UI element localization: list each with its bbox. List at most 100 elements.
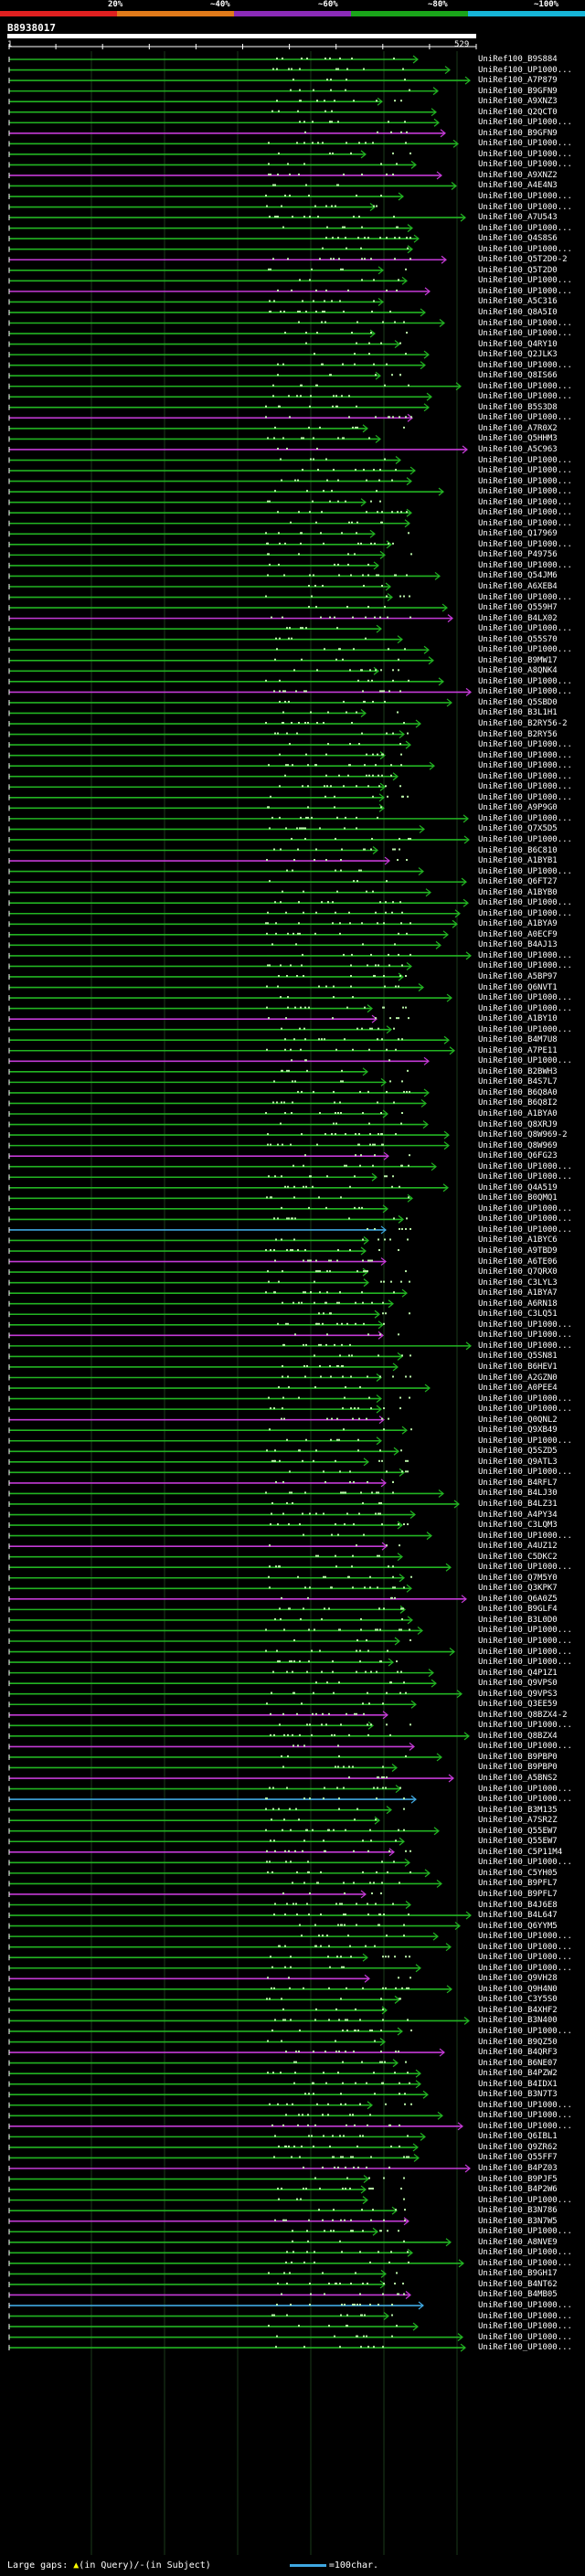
hit-link[interactable]: UniRef100_UP1000... [478,329,572,339]
hit-link[interactable]: UniRef100_A6RN18 [478,1299,558,1309]
hit-link[interactable]: UniRef100_A8QNK4 [478,666,558,676]
hit-link[interactable]: UniRef100_UP1000... [478,1468,572,1478]
hit-link[interactable]: UniRef100_UP1000... [478,476,572,486]
hit-link[interactable]: UniRef100_UP1000... [478,192,572,202]
hit-link[interactable]: UniRef100_Q9ZR62 [478,2142,558,2152]
hit-link[interactable]: UniRef100_A5BNS2 [478,1774,558,1784]
hit-link[interactable]: UniRef100_UP1000... [478,771,572,781]
hit-link[interactable]: UniRef100_UP1000... [478,2227,572,2237]
hit-link[interactable]: UniRef100_B9GH17 [478,2269,558,2279]
hit-link[interactable]: UniRef100_A5BP97 [478,971,558,981]
hit-link[interactable]: UniRef100_B9PFL7 [478,1889,558,1899]
hit-link[interactable]: UniRef100_UP1000... [478,223,572,233]
hit-link[interactable]: UniRef100_B5S3D8 [478,402,558,412]
hit-link[interactable]: UniRef100_A7P879 [478,76,558,86]
hit-link[interactable]: UniRef100_UP1000... [478,455,572,465]
hit-link[interactable]: UniRef100_C5YH05 [478,1868,558,1878]
hit-link[interactable]: UniRef100_B4LX02 [478,613,558,623]
hit-link[interactable]: UniRef100_B3N786 [478,2206,558,2216]
hit-link[interactable]: UniRef100_Q9VH28 [478,1974,558,1984]
hit-link[interactable]: UniRef100_A9XNZ2 [478,170,558,180]
hit-link[interactable]: UniRef100_UP1000... [478,487,572,497]
hit-link[interactable]: UniRef100_UP1000... [478,1531,572,1541]
hit-link[interactable]: UniRef100_UP1000... [478,2343,572,2353]
hit-link[interactable]: UniRef100_UP1000... [478,244,572,254]
hit-link[interactable]: UniRef100_UP1000... [478,2026,572,2036]
hit-link[interactable]: UniRef100_UP1000... [478,1172,572,1182]
hit-link[interactable]: UniRef100_B2RY56 [478,729,558,739]
hit-link[interactable]: UniRef100_Q9ATL3 [478,1457,558,1467]
hit-link[interactable]: UniRef100_Q55EW7 [478,1837,558,1847]
hit-link[interactable]: UniRef100_B4M7U8 [478,1035,558,1045]
hit-link[interactable]: UniRef100_C5DKC2 [478,1552,558,1562]
hit-link[interactable]: UniRef100_B4RFL7 [478,1478,558,1488]
hit-link[interactable]: UniRef100_UP1000... [478,518,572,528]
hit-link[interactable]: UniRef100_UP1000... [478,2332,572,2342]
hit-link[interactable]: UniRef100_A7U543 [478,213,558,223]
hit-link[interactable]: UniRef100_A9P9G0 [478,803,558,813]
hit-link[interactable]: UniRef100_UP1000... [478,1795,572,1805]
hit-link[interactable]: UniRef100_UP1000... [478,1405,572,1415]
hit-link[interactable]: UniRef100_B4MB05 [478,2290,558,2300]
hit-link[interactable]: UniRef100_UP1000... [478,1203,572,1214]
hit-link[interactable]: UniRef100_Q7QRX0 [478,1267,558,1277]
hit-link[interactable]: UniRef100_C3LYL3 [478,1277,558,1288]
hit-link[interactable]: UniRef100_UP1000... [478,993,572,1003]
hit-link[interactable]: UniRef100_A9TBD9 [478,1246,558,1256]
hit-link[interactable]: UniRef100_UP1000... [478,2100,572,2110]
hit-link[interactable]: UniRef100_B4LZ31 [478,1499,558,1509]
hit-link[interactable]: UniRef100_UP1000... [478,1224,572,1235]
hit-link[interactable]: UniRef100_B3N400 [478,2016,558,2026]
hit-link[interactable]: UniRef100_UP1000... [478,1161,572,1171]
hit-link[interactable]: UniRef100_Q8BZX4-2 [478,1710,568,1720]
hit-link[interactable]: UniRef100_A8NVE9 [478,2237,558,2247]
hit-link[interactable]: UniRef100_UP1000... [478,761,572,771]
hit-link[interactable]: UniRef100_UP1000... [478,1003,572,1013]
hit-link[interactable]: UniRef100_UP1000... [478,2111,572,2121]
hit-link[interactable]: UniRef100_UP1000... [478,160,572,170]
hit-link[interactable]: UniRef100_B9QZ50 [478,2037,558,2047]
hit-link[interactable]: UniRef100_A6XEB4 [478,582,558,591]
hit-link[interactable]: UniRef100_UP1000... [478,118,572,128]
hit-link[interactable]: UniRef100_B3N7W5 [478,2216,558,2226]
hit-link[interactable]: UniRef100_UP1000... [478,539,572,549]
hit-link[interactable]: UniRef100_A1BYA9 [478,919,558,929]
hit-link[interactable]: UniRef100_UP1000... [478,1330,572,1341]
hit-link[interactable]: UniRef100_UP1000... [478,1858,572,1868]
hit-link[interactable]: UniRef100_B9GFN9 [478,128,558,138]
hit-link[interactable]: UniRef100_Q6NVT1 [478,982,558,992]
hit-link[interactable]: UniRef100_Q7X5D5 [478,824,558,834]
hit-link[interactable]: UniRef100_UP1000... [478,1647,572,1657]
hit-link[interactable]: UniRef100_Q9XB49 [478,1426,558,1436]
hit-link[interactable]: UniRef100_Q5T2D0 [478,265,558,275]
hit-link[interactable]: UniRef100_UP1000... [478,466,572,476]
hit-link[interactable]: UniRef100_B9PBP0 [478,1752,558,1762]
hit-link[interactable]: UniRef100_UP1000... [478,1932,572,1942]
hit-link[interactable]: UniRef100_C5P11M4 [478,1847,563,1857]
hit-link[interactable]: UniRef100_UP1000... [478,624,572,634]
hit-link[interactable]: UniRef100_Q0QNL2 [478,1415,558,1425]
hit-link[interactable]: UniRef100_Q7M5Y0 [478,1573,558,1583]
hit-link[interactable]: UniRef100_UP1000... [478,1626,572,1636]
hit-link[interactable]: UniRef100_Q3KPK7 [478,1584,558,1594]
hit-link[interactable]: UniRef100_UP1000... [478,1942,572,1952]
hit-link[interactable]: UniRef100_A7SR2Z [478,1816,558,1826]
hit-link[interactable]: UniRef100_A7PE11 [478,1045,558,1055]
hit-link[interactable]: UniRef100_UP1000... [478,286,572,296]
hit-link[interactable]: UniRef100_B3M135 [478,1805,558,1815]
hit-link[interactable]: UniRef100_UP1000... [478,782,572,792]
hit-link[interactable]: UniRef100_Q559H7 [478,603,558,613]
hit-link[interactable]: UniRef100_UP1000... [478,740,572,750]
hit-link[interactable]: UniRef100_UP1000... [478,813,572,823]
hit-link[interactable]: UniRef100_A1BY10 [478,1014,558,1024]
hit-link[interactable]: UniRef100_UP1000... [478,592,572,602]
hit-link[interactable]: UniRef100_UP1000... [478,2258,572,2268]
hit-link[interactable]: UniRef100_Q55FF7 [478,2153,558,2163]
hit-link[interactable]: UniRef100_Q3EE59 [478,1700,558,1710]
hit-link[interactable]: UniRef100_UP1000... [478,1563,572,1573]
hit-link[interactable]: UniRef100_Q8A5I0 [478,307,558,317]
hit-link[interactable]: UniRef100_B4LJ30 [478,1489,558,1499]
hit-link[interactable]: UniRef100_A4UZ12 [478,1542,558,1552]
hit-link[interactable]: UniRef100_Q4S8S6 [478,234,558,244]
hit-link[interactable]: UniRef100_UP1000... [478,2322,572,2332]
